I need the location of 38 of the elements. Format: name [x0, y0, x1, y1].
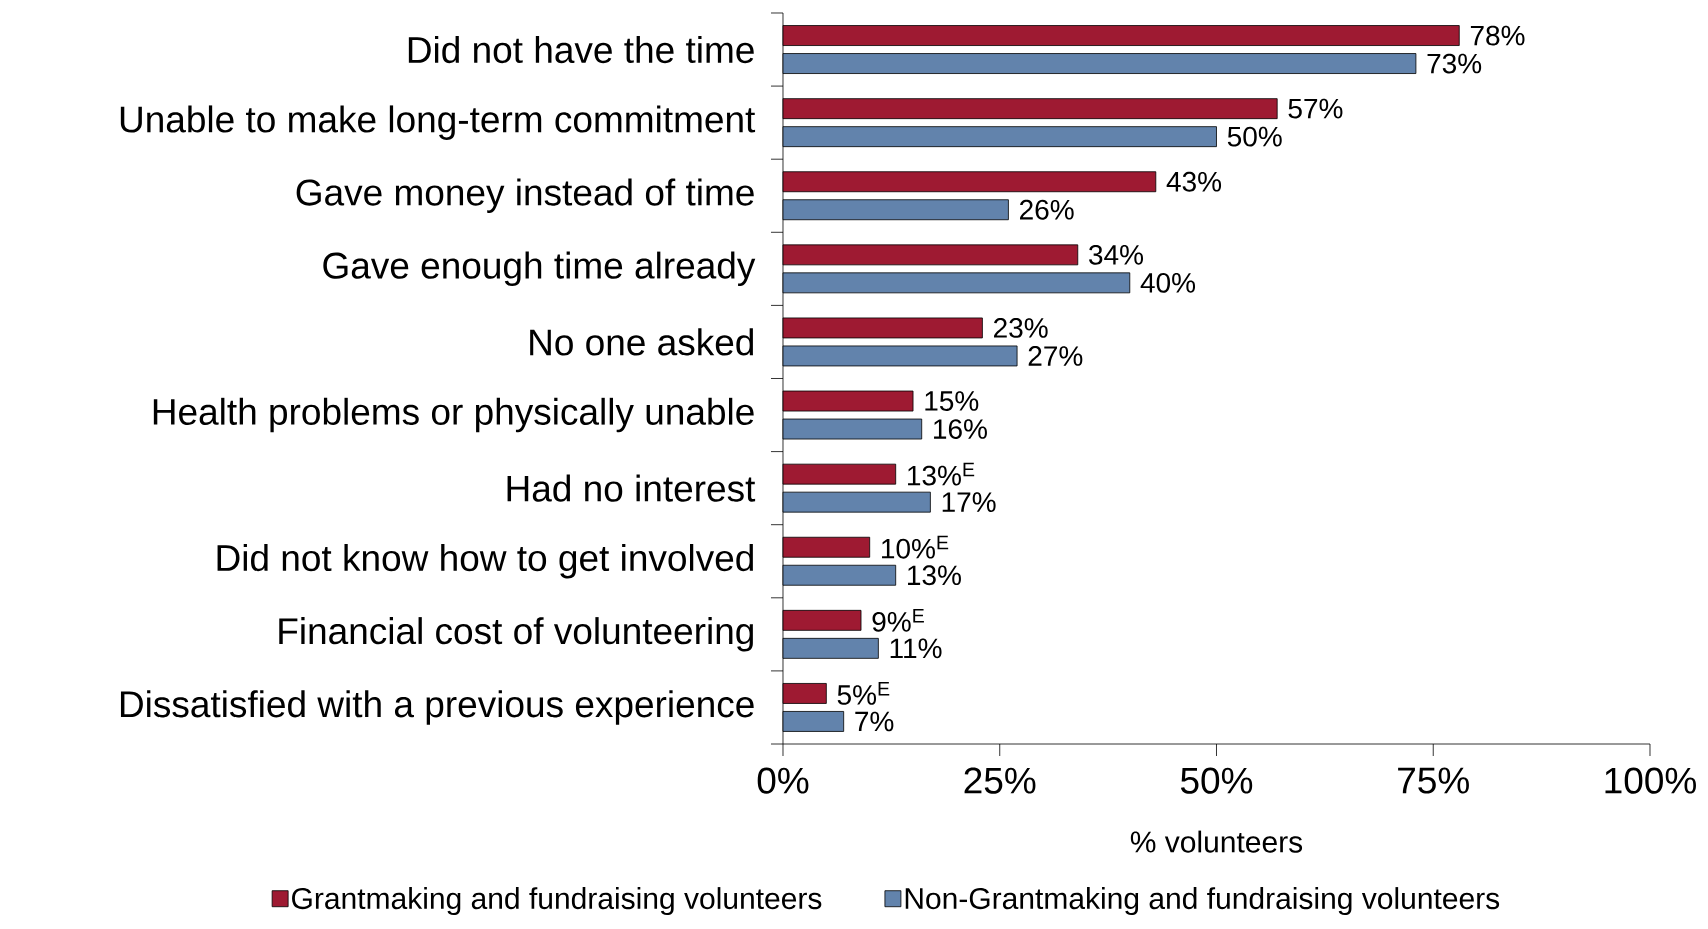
- legend-label: Grantmaking and fundraising volunteers: [292, 887, 822, 916]
- data-label: 23%: [994, 318, 1048, 338]
- data-label: 17%: [942, 492, 996, 512]
- data-label: 43%: [1166, 171, 1222, 192]
- x-tick-label: 50%: [1180, 767, 1253, 794]
- y-tick-label: Did not have the time: [408, 35, 754, 64]
- data-label: 50%: [1227, 126, 1282, 147]
- x-tick-label: 0%: [757, 767, 809, 794]
- data-label: 26%: [1020, 199, 1074, 220]
- y-tick-label: Had no interest: [507, 474, 756, 502]
- x-tick-label: 100%: [1605, 767, 1696, 794]
- data-label: 34%: [1089, 244, 1144, 265]
- data-label: 27%: [1028, 346, 1083, 366]
- data-label: 78%: [1470, 25, 1525, 46]
- data-label: 57%: [1288, 98, 1343, 119]
- data-label: 73%: [1427, 53, 1482, 74]
- y-tick-label: Gave money instead of time: [296, 178, 754, 213]
- x-axis-title: % volunteers: [1130, 830, 1303, 853]
- data-label: 11%: [890, 638, 942, 659]
- y-tick-label: Gave enough time already: [323, 251, 756, 287]
- data-label: 15%: [925, 391, 979, 411]
- data-label: 5%$^{E}$: [837, 682, 890, 705]
- y-tick-label: Unable to make long-term commitment: [120, 105, 756, 140]
- data-label: 7%: [855, 711, 894, 732]
- y-tick-label: Dissatisfied with a previous experience: [120, 690, 754, 725]
- data-label: 40%: [1140, 272, 1196, 293]
- y-tick-label: Did not know how to get involved: [217, 544, 753, 579]
- x-tick-label: 75%: [1398, 767, 1469, 794]
- data-label: 16%: [934, 419, 987, 439]
- x-tick-label: 25%: [964, 767, 1036, 794]
- data-label: 9%$^{E}$: [872, 608, 924, 632]
- y-tick-label: Financial cost of volunteering: [279, 617, 753, 652]
- y-tick-label: Health problems or physically unable: [153, 397, 754, 433]
- data-label: 13%$^{E}$: [908, 462, 975, 486]
- legend-label: Non-Grantmaking and fundraising volunteers: [905, 887, 1500, 916]
- data-label: 10%$^{E}$: [882, 535, 949, 559]
- data-label: 13%: [908, 565, 961, 586]
- y-tick-label: No one asked: [530, 328, 754, 356]
